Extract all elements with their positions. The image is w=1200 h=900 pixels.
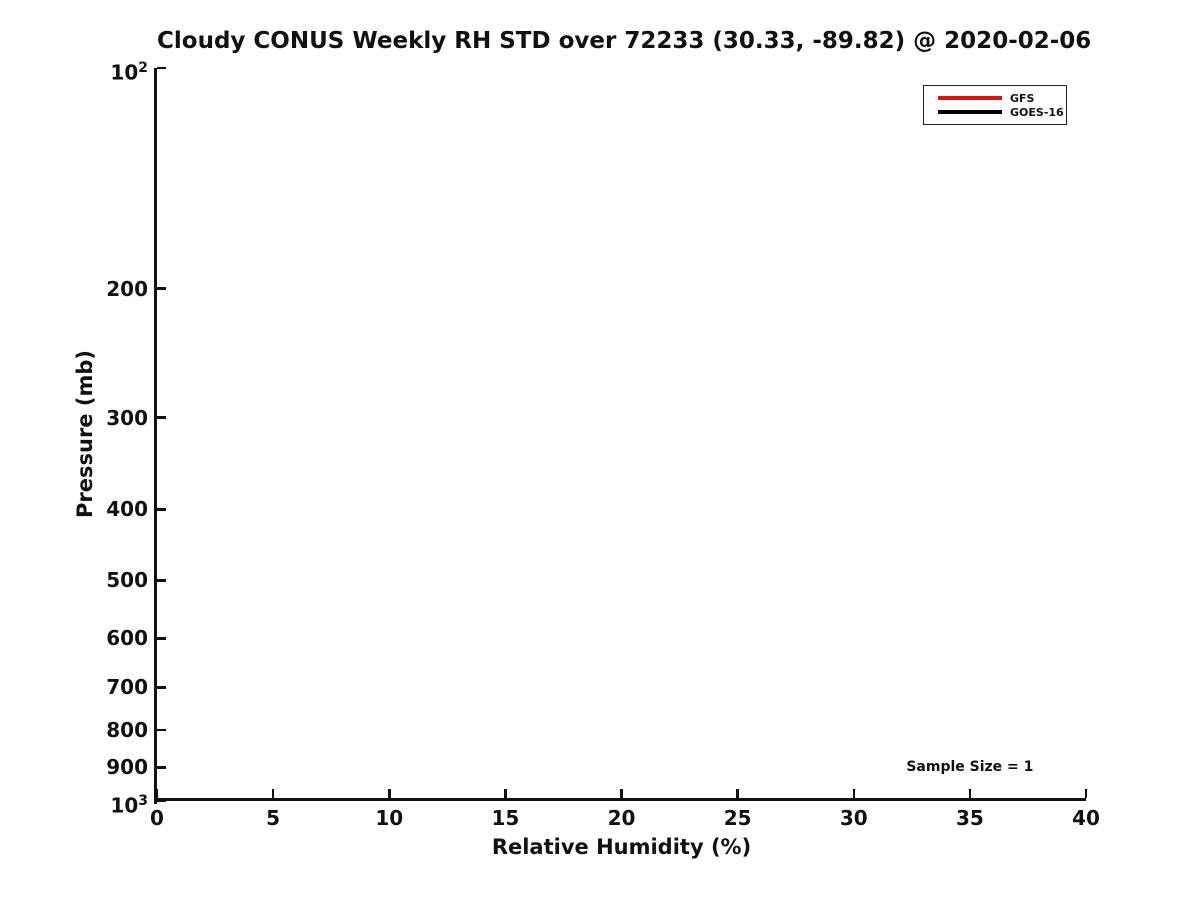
x-tick-mark (504, 789, 507, 798)
x-tick-label: 10 (375, 806, 404, 830)
y-tick-mark (157, 728, 166, 732)
y-tick-label: 600 (106, 626, 148, 651)
x-tick-mark (620, 789, 623, 798)
y-tick-mark (157, 637, 166, 640)
x-axis-spine (154, 798, 1086, 801)
x-tick-label: 15 (491, 806, 520, 830)
x-tick-label: 5 (266, 806, 281, 830)
legend-line-goes16 (938, 110, 1002, 114)
x-tick-label: 0 (150, 806, 164, 830)
y-tick-mark (157, 579, 166, 582)
legend-entry-gfs: GFS (938, 91, 1058, 105)
y-tick-mark (157, 66, 166, 70)
x-tick-mark (388, 789, 391, 798)
y-tick-mark (157, 686, 166, 689)
x-tick-label: 25 (723, 806, 752, 830)
y-axis-label: Pressure (mb) (73, 350, 97, 518)
x-tick-mark (852, 789, 855, 798)
legend-line-gfs (938, 96, 1002, 100)
y-tick-label: 800 (106, 717, 148, 742)
x-tick-label: 40 (1072, 806, 1100, 830)
y-tick-mark (157, 416, 166, 419)
y-tick-label: 300 (106, 405, 148, 430)
y-tick-mark (157, 766, 166, 769)
x-tick-label: 20 (607, 806, 636, 830)
y-tick-label: 103 (110, 793, 148, 818)
legend-entry-goes16: GOES-16 (938, 105, 1064, 119)
y-tick-label: 700 (106, 675, 148, 700)
legend-label-gfs: GFS (1010, 91, 1035, 105)
sample-size-annotation: Sample Size = 1 (906, 759, 1034, 776)
y-tick-mark (157, 287, 166, 290)
x-tick-mark (968, 789, 972, 798)
x-tick-mark (155, 789, 159, 798)
x-tick-label: 35 (955, 806, 984, 830)
y-axis-spine (154, 68, 157, 804)
x-axis-label: Relative Humidity (%) (491, 835, 752, 859)
y-tick-label: 500 (106, 568, 148, 593)
y-tick-mark (157, 508, 166, 511)
x-tick-label: 30 (839, 806, 868, 830)
chart-title: Cloudy CONUS Weekly RH STD over 72233 (3… (157, 28, 1092, 54)
x-tick-mark (736, 789, 739, 798)
y-tick-label: 900 (106, 755, 148, 780)
x-tick-mark (271, 789, 275, 798)
x-tick-mark (1084, 789, 1088, 798)
legend-label-goes16: GOES-16 (1010, 105, 1064, 119)
y-tick-mark (157, 799, 166, 803)
y-tick-label: 102 (110, 60, 148, 85)
legend: GFS GOES-16 (923, 85, 1067, 125)
y-tick-label: 400 (106, 497, 148, 522)
y-tick-label: 200 (106, 276, 148, 301)
